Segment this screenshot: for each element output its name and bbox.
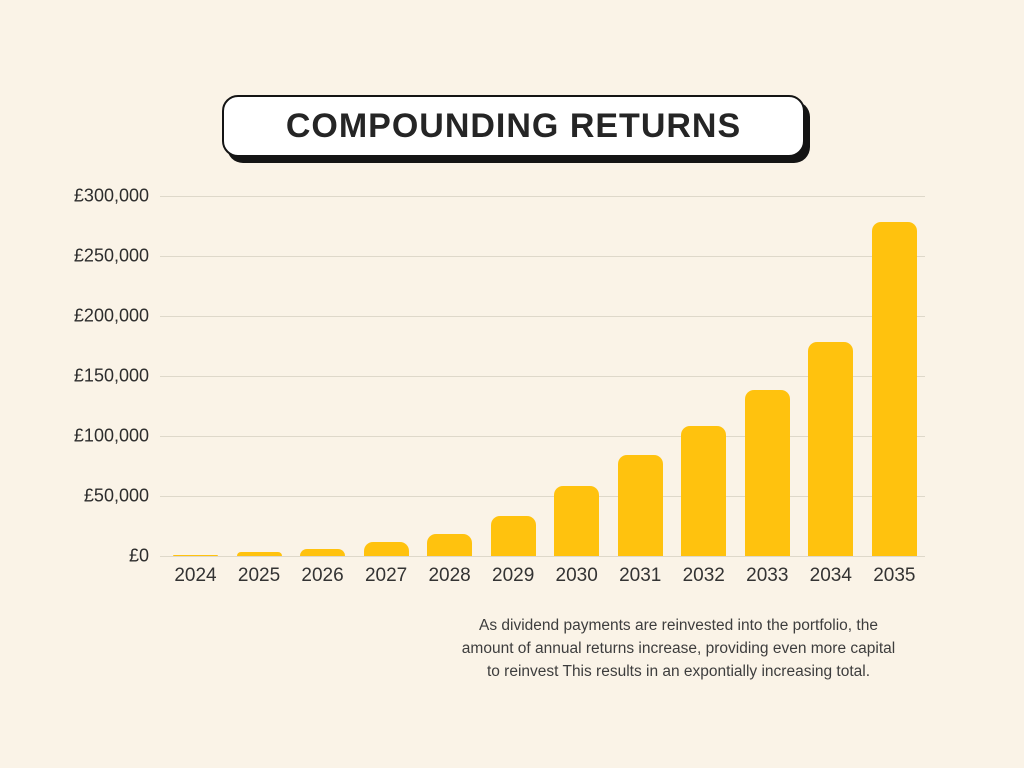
- y-axis-label: £150,000: [73, 365, 149, 386]
- gridline: [160, 256, 925, 257]
- y-axis-label: £100,000: [73, 425, 149, 446]
- bar-column-2026: [300, 196, 346, 556]
- bar: [744, 390, 790, 556]
- bar-column-2029: [490, 196, 536, 556]
- title-badge: COMPOUNDING RETURNS: [222, 95, 805, 157]
- bar-column-2031: [617, 196, 663, 556]
- x-axis-label: 2026: [301, 565, 344, 586]
- bar: [554, 486, 600, 556]
- caption-line: to reinvest This results in an expontial…: [486, 663, 871, 680]
- x-axis-label: 2032: [682, 565, 725, 586]
- y-axis-label: £200,000: [73, 305, 149, 326]
- bar-column-2035: [871, 196, 917, 556]
- x-axis-label: 2024: [174, 565, 217, 586]
- x-axis-label: 2033: [746, 565, 789, 586]
- x-axis-label: 2035: [873, 565, 916, 586]
- chart-title: COMPOUNDING RETURNS: [285, 106, 742, 145]
- plot-area: £0 £50,000 £100,000 £150,000 £200,000 £250,00…: [74, 186, 925, 566]
- bar: [681, 426, 727, 556]
- bar: [363, 541, 409, 556]
- x-axis-label: 2034: [809, 565, 852, 586]
- caption-line: amount of annual returns increase, provi…: [461, 640, 896, 657]
- y-axis-label: £300,000: [73, 185, 149, 206]
- gridline: [160, 556, 925, 557]
- x-axis-label: 2025: [237, 565, 281, 586]
- x-axis-labels: 2024 2025 2026 2027 2028 2029 2030 2031 2032 2033…: [165, 556, 925, 587]
- bar-column-2034: [808, 196, 854, 556]
- x-axis-label: 2029: [492, 565, 535, 586]
- bar-column-2033: [744, 196, 790, 556]
- gridline: [160, 316, 925, 317]
- bar: [427, 534, 473, 556]
- x-axis-label: 2030: [555, 565, 598, 586]
- gridline: [160, 436, 925, 437]
- gridline: [160, 496, 925, 497]
- bar-column-2024: [173, 196, 218, 556]
- y-axis-label: £50,000: [83, 485, 149, 506]
- bar: [236, 552, 282, 556]
- bar-column-2032: [681, 196, 727, 556]
- bar-column-2030: [554, 196, 600, 556]
- chart-caption: As dividend payments are reinvested into…: [430, 614, 927, 683]
- bar: [617, 455, 663, 556]
- gridline: [160, 376, 925, 377]
- y-axis-label: £250,000: [73, 245, 149, 266]
- bar: [490, 516, 536, 556]
- x-axis-label: 2027: [364, 565, 408, 586]
- bar-column-2025: [236, 196, 282, 556]
- bar: [300, 548, 346, 556]
- gridline: [160, 196, 925, 197]
- x-axis-label: 2031: [619, 565, 662, 586]
- bars-group: [165, 196, 925, 556]
- bar: [173, 554, 218, 556]
- bar: [808, 342, 854, 556]
- bar-chart: £0 £50,000 £100,000 £150,000 £200,000 £250,00…: [74, 186, 925, 586]
- y-axis-label: £0: [128, 545, 149, 566]
- bar: [871, 222, 917, 556]
- x-axis-label: 2028: [428, 565, 471, 586]
- bar-column-2028: [427, 196, 473, 556]
- caption-line: As dividend payments are reinvested into…: [479, 617, 878, 634]
- bar-column-2027: [363, 196, 409, 556]
